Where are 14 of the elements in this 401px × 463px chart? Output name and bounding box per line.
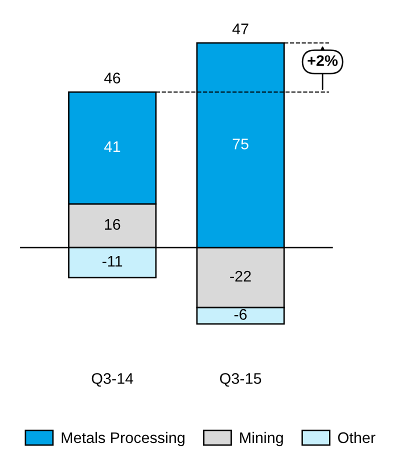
data-label: 75 [232,138,248,150]
data-label: -6 [234,309,247,320]
x-tick-label: Q3-15 [220,373,262,387]
data-label: -11 [102,256,122,267]
data-label: -22 [230,270,251,282]
total-label: 47 [232,24,248,34]
legend-label: Other [338,432,376,444]
data-label: 16 [105,219,120,230]
annotation: +2% [308,55,338,66]
legend-label: Mining [240,432,283,446]
legend-label: Metals Processing [62,432,184,446]
total-label: 46 [104,72,120,84]
x-tick-label: Q3-14 [92,373,134,387]
data-label: 41 [104,141,120,152]
